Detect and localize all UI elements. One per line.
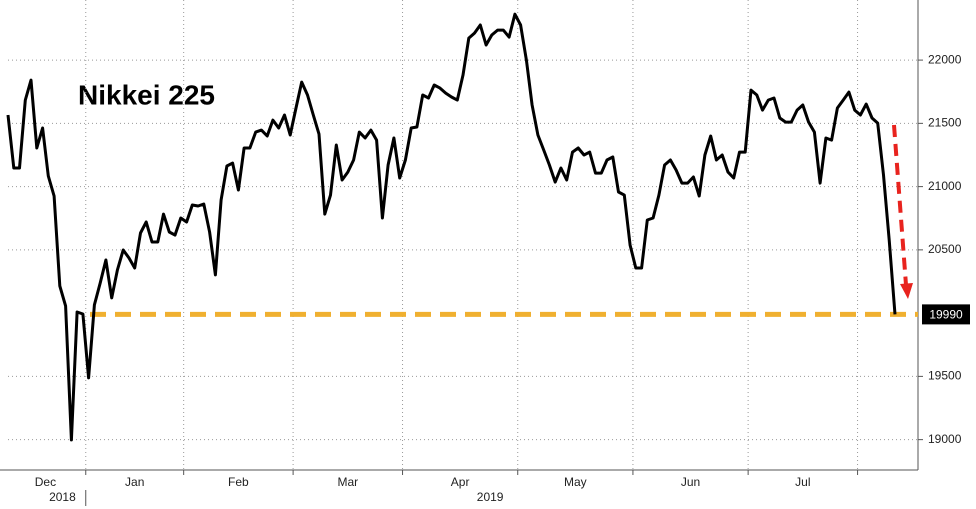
arrow-shaft bbox=[892, 124, 908, 286]
x-tick-label: Apr bbox=[451, 475, 470, 489]
y-tick-label: 19000 bbox=[928, 432, 962, 446]
price-line bbox=[6, 12, 897, 442]
x-tick-label: Dec bbox=[35, 475, 56, 489]
y-tick-label: 21000 bbox=[928, 179, 962, 193]
y-tick-label: 19500 bbox=[928, 369, 962, 383]
y-tick-label: 22000 bbox=[928, 52, 962, 66]
y-tick-label: 20500 bbox=[928, 242, 962, 256]
x-tick-label: May bbox=[564, 475, 587, 489]
x-tick-label: Jul bbox=[795, 475, 810, 489]
x-tick-label: Jan bbox=[125, 475, 144, 489]
arrow-head bbox=[900, 283, 913, 299]
x-tick-label: Mar bbox=[337, 475, 358, 489]
value-label: 19990 bbox=[929, 308, 963, 322]
chart-title: Nikkei 225 bbox=[78, 79, 215, 110]
x-tick-label: Feb bbox=[228, 475, 249, 489]
year-label: 2019 bbox=[477, 490, 504, 504]
y-tick-label: 21500 bbox=[928, 116, 962, 130]
year-label: 2018 bbox=[49, 490, 76, 504]
x-tick-label: Jun bbox=[681, 475, 700, 489]
value-box bbox=[922, 304, 970, 325]
